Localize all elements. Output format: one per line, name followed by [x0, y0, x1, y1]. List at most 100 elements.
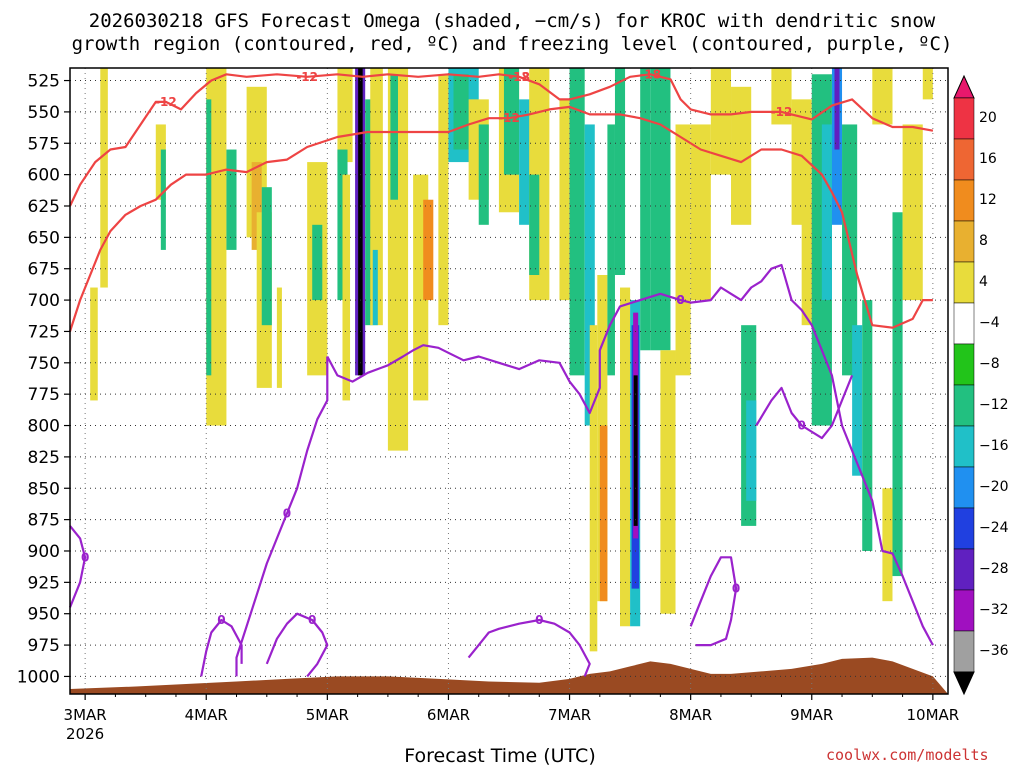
- omega-cell: [423, 199, 434, 301]
- omega-cell: [892, 212, 903, 577]
- omega-cell: [276, 287, 282, 388]
- omega-cell: [650, 68, 671, 351]
- colorbar-label: 12: [979, 192, 997, 208]
- x-tick-label: 9MAR: [790, 706, 833, 724]
- omega-cell: [160, 149, 166, 250]
- omega-cell: [529, 174, 540, 275]
- y-tick-label: 700: [28, 291, 60, 311]
- purple-contour-label: 0: [797, 419, 805, 433]
- x-tick-label: 7MAR: [548, 706, 591, 724]
- omega-cell: [842, 124, 858, 376]
- purple-contour: [68, 525, 87, 608]
- colorbar-swatch: [953, 630, 975, 673]
- purple-contour-label: 0: [81, 550, 89, 564]
- omega-cell: [390, 74, 398, 200]
- colorbar-label: 20: [979, 110, 997, 126]
- colorbar-label: −28: [979, 561, 1009, 577]
- colorbar-label: −24: [979, 520, 1009, 536]
- dendritic-growth-contours: -18-12-12-12 -12 -18-12: [68, 67, 934, 332]
- colorbar-label: −20: [979, 479, 1009, 495]
- y-tick-label: 600: [28, 166, 60, 186]
- omega-cell: [852, 325, 863, 476]
- omega-cell: [607, 124, 615, 376]
- colorbar-swatch: [953, 507, 975, 550]
- x-tick-label: 10MAR: [907, 706, 960, 724]
- colorbar-label: −36: [979, 643, 1009, 659]
- omega-cell: [337, 149, 348, 301]
- red-contour-label: -18: [508, 70, 530, 84]
- omega-cell: [746, 400, 757, 501]
- y-tick-label: 575: [28, 134, 60, 154]
- purple-contour-label: 0: [676, 293, 684, 307]
- colorbar-swatch: [953, 220, 975, 263]
- y-tick-label: 925: [28, 573, 60, 593]
- colorbar-bottom-arrow: [953, 671, 975, 696]
- omega-cell: [710, 68, 732, 175]
- terrain-fill: [70, 657, 948, 694]
- y-tick-label: 725: [28, 322, 60, 342]
- omega-cell: [226, 149, 237, 250]
- y-axis: 525 550 575 600 625 650 675 700 725 750 775 800 825 8…: [17, 72, 70, 687]
- colorbar-label: −12: [979, 397, 1009, 413]
- red-contour-label: -12: [155, 95, 177, 109]
- omega-cell: [358, 68, 363, 376]
- x-tick-label: 4MAR: [185, 706, 228, 724]
- omega-cell: [251, 162, 262, 250]
- purple-contour-label: 0: [676, 293, 684, 307]
- colorbar-swatch: [953, 384, 975, 427]
- y-tick-label: 825: [28, 448, 60, 468]
- purple-contour: [200, 618, 243, 677]
- omega-cell: [902, 124, 923, 301]
- chart-title-line2: growth region (contoured, red, ºC) and f…: [71, 33, 953, 55]
- omega-cell: [90, 287, 98, 401]
- y-tick-label: 800: [28, 417, 60, 437]
- omega-cell: [438, 74, 449, 326]
- omega-cell: [882, 488, 893, 602]
- y-tick-label: 525: [28, 72, 60, 92]
- purple-contour: [467, 618, 591, 677]
- y-tick-label: 650: [28, 228, 60, 248]
- red-contour-label: -12: [296, 70, 318, 84]
- colorbar: 20 16 12 8 4 −4 −8 −12 −16 −20 −24 −28 −32 −36: [953, 74, 1009, 696]
- y-tick-label: 625: [28, 197, 60, 217]
- red-contour-label: -12: [498, 111, 520, 125]
- colorbar-label: 16: [979, 151, 997, 167]
- omega-cell: [584, 124, 595, 426]
- x-axis: 3MAR 4MAR 5MAR 6MAR 7MAR 8MAR 9MAR 10MAR 2026: [64, 694, 960, 743]
- colorbar-label: 8: [979, 233, 988, 249]
- credit-link[interactable]: coolwx.com/modelts: [826, 746, 989, 764]
- y-tick-label: 950: [28, 605, 60, 625]
- purple-contour: [689, 556, 738, 647]
- colorbar-label: −4: [979, 315, 1000, 331]
- y-tick-label: 550: [28, 103, 60, 123]
- omega-cell: [862, 300, 873, 551]
- omega-cell: [559, 99, 570, 301]
- terrain-surface: [70, 657, 948, 694]
- colorbar-swatch: [953, 179, 975, 222]
- y-tick-label: 975: [28, 636, 60, 656]
- y-tick-label: 675: [28, 260, 60, 280]
- omega-cell: [372, 249, 378, 326]
- omega-cell: [599, 425, 608, 602]
- colorbar-label: −32: [979, 602, 1009, 618]
- purple-contour: [235, 356, 329, 677]
- red-contour-label: -12: [771, 105, 793, 119]
- x-tick-label: 5MAR: [306, 706, 349, 724]
- omega-cell: [100, 68, 108, 288]
- y-tick-label: 775: [28, 385, 60, 405]
- x-axis-label: Forecast Time (UTC): [404, 745, 596, 767]
- red-contour: [68, 105, 933, 332]
- red-contour-label: -18: [639, 67, 661, 81]
- colorbar-label: −16: [979, 438, 1009, 454]
- y-tick-label: 875: [28, 511, 60, 531]
- y-tick-label: 850: [28, 479, 60, 499]
- colorbar-swatch: [953, 261, 975, 304]
- omega-cell: [453, 74, 469, 150]
- purple-contour-label: 0: [217, 613, 225, 627]
- colorbar-label: −8: [979, 356, 1000, 372]
- omega-cell: [690, 124, 711, 301]
- colorbar-top-arrow: [953, 74, 975, 99]
- y-tick-label: 1000: [17, 667, 60, 687]
- colorbar-swatch: [953, 138, 975, 181]
